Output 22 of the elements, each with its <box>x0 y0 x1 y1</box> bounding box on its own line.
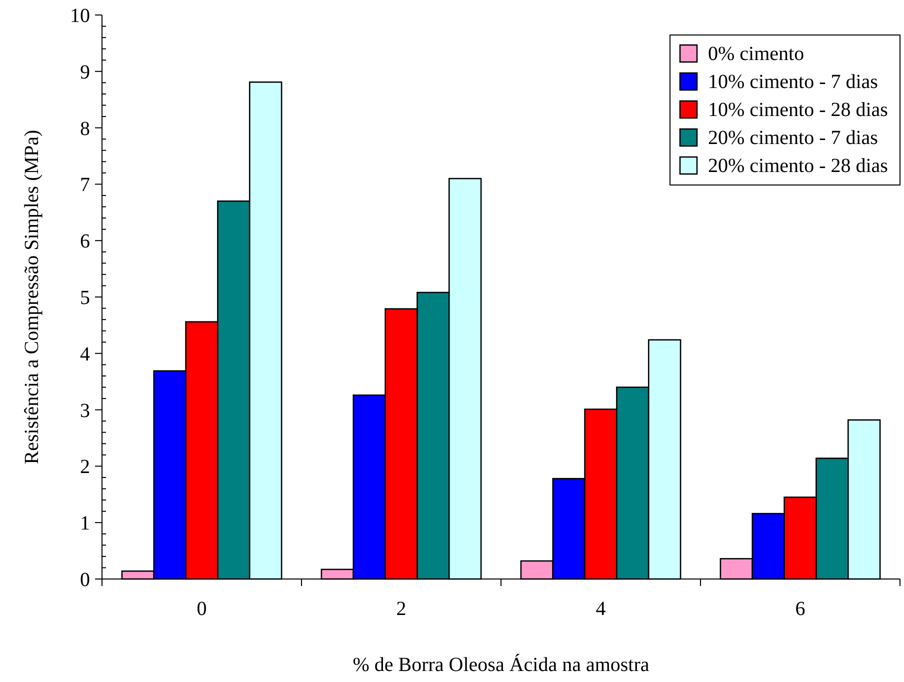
legend-label: 10% cimento - 28 dias <box>708 99 888 121</box>
y-tick-label: 7 <box>80 174 90 196</box>
legend-label: 10% cimento - 7 dias <box>708 71 878 93</box>
y-tick-label: 8 <box>80 118 90 140</box>
legend-label: 0% cimento <box>708 43 804 65</box>
y-tick-label: 1 <box>80 512 90 535</box>
y-tick-label: 9 <box>80 61 90 84</box>
y-tick-label: 2 <box>80 456 90 478</box>
legend-label: 20% cimento - 7 dias <box>708 127 878 149</box>
x-tick-label: 0 <box>196 598 207 620</box>
y-tick-label: 0 <box>80 569 90 591</box>
y-tick-label: 5 <box>80 287 90 309</box>
x-tick-label: 4 <box>596 598 606 620</box>
x-axis-title: % de Borra Oleosa Ácida na amostra <box>352 653 650 676</box>
legend-label: 20% cimento - 28 dias <box>708 155 888 177</box>
y-tick-label: 6 <box>80 230 90 253</box>
y-tick-label: 4 <box>80 343 90 366</box>
x-tick-label: 2 <box>396 598 406 620</box>
y-axis-title: Resistência a Compressão Simples (MPa) <box>21 130 43 464</box>
x-tick-label: 6 <box>795 598 806 620</box>
y-tick-label: 10 <box>70 5 90 27</box>
y-tick-label: 3 <box>80 400 90 422</box>
